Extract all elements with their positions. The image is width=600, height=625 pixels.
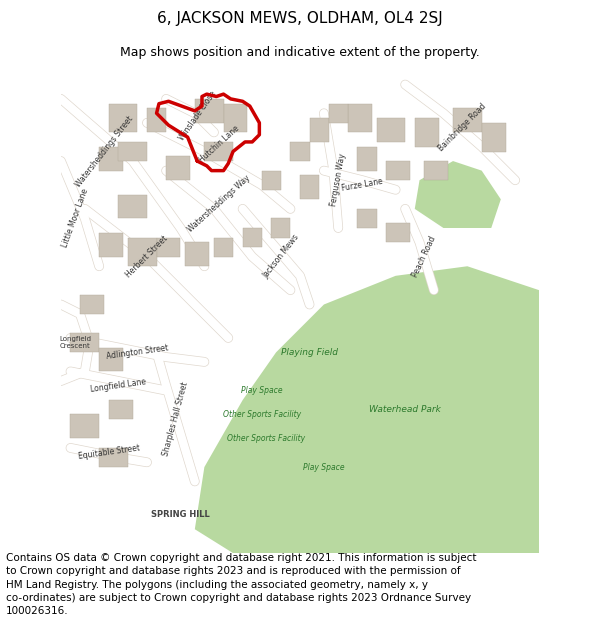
Text: Play Space: Play Space [303, 462, 345, 471]
FancyBboxPatch shape [109, 104, 137, 132]
Text: Contains OS data © Crown copyright and database right 2021. This information is : Contains OS data © Crown copyright and d… [6, 553, 476, 616]
FancyBboxPatch shape [80, 295, 104, 314]
FancyBboxPatch shape [99, 348, 123, 371]
Text: Waterhead Park: Waterhead Park [369, 405, 441, 414]
FancyBboxPatch shape [195, 99, 223, 122]
FancyBboxPatch shape [109, 400, 133, 419]
Text: Equitable Street: Equitable Street [77, 444, 140, 461]
FancyBboxPatch shape [482, 122, 506, 151]
FancyBboxPatch shape [358, 147, 377, 171]
FancyBboxPatch shape [290, 142, 310, 161]
FancyBboxPatch shape [99, 448, 128, 467]
Text: Other Sports Facility: Other Sports Facility [227, 434, 305, 443]
FancyBboxPatch shape [377, 118, 405, 142]
FancyBboxPatch shape [358, 209, 377, 228]
FancyBboxPatch shape [271, 218, 290, 238]
FancyBboxPatch shape [300, 176, 319, 199]
Text: Longfield Lane: Longfield Lane [90, 378, 147, 394]
Text: Playing Field: Playing Field [281, 348, 338, 357]
Text: Longfield
Crescent: Longfield Crescent [59, 336, 91, 349]
FancyBboxPatch shape [128, 238, 157, 266]
FancyBboxPatch shape [415, 118, 439, 147]
FancyBboxPatch shape [214, 238, 233, 257]
FancyBboxPatch shape [147, 109, 166, 132]
Text: Watersheddings Street: Watersheddings Street [73, 114, 134, 189]
FancyBboxPatch shape [348, 104, 372, 132]
FancyBboxPatch shape [386, 161, 410, 180]
Text: Jackson Mews: Jackson Mews [261, 233, 301, 281]
FancyBboxPatch shape [223, 104, 247, 132]
FancyBboxPatch shape [157, 238, 181, 257]
FancyBboxPatch shape [70, 414, 99, 438]
Text: Herbert Street: Herbert Street [124, 234, 170, 279]
Text: SPRING HILL: SPRING HILL [151, 511, 210, 519]
FancyBboxPatch shape [453, 109, 482, 132]
FancyBboxPatch shape [166, 156, 190, 180]
FancyBboxPatch shape [99, 232, 123, 257]
FancyBboxPatch shape [262, 171, 281, 190]
FancyBboxPatch shape [99, 147, 123, 171]
FancyBboxPatch shape [242, 228, 262, 247]
Text: Other Sports Facility: Other Sports Facility [223, 410, 301, 419]
FancyBboxPatch shape [205, 142, 233, 161]
FancyBboxPatch shape [118, 142, 147, 161]
Text: 6, JACKSON MEWS, OLDHAM, OL4 2SJ: 6, JACKSON MEWS, OLDHAM, OL4 2SJ [157, 11, 443, 26]
FancyBboxPatch shape [185, 242, 209, 266]
Text: Map shows position and indicative extent of the property.: Map shows position and indicative extent… [120, 46, 480, 59]
FancyBboxPatch shape [70, 333, 99, 352]
Polygon shape [415, 161, 501, 228]
Text: Watersheddings Way: Watersheddings Way [186, 174, 251, 234]
FancyBboxPatch shape [386, 223, 410, 243]
Text: Winslade Close: Winslade Close [177, 89, 218, 142]
FancyBboxPatch shape [424, 161, 448, 180]
Text: Play Space: Play Space [241, 386, 283, 395]
Text: Hutchin Lane: Hutchin Lane [197, 124, 241, 164]
FancyBboxPatch shape [329, 104, 348, 122]
Polygon shape [195, 266, 539, 553]
FancyBboxPatch shape [118, 194, 147, 218]
Text: Furze Lane: Furze Lane [341, 177, 383, 193]
Text: Adlington Street: Adlington Street [106, 344, 169, 361]
Text: Peach Road: Peach Road [411, 234, 438, 279]
Text: Sharples Hall Street: Sharples Hall Street [161, 381, 190, 458]
Text: Ferguson Way: Ferguson Way [329, 153, 347, 208]
Text: Little Moor Lane: Little Moor Lane [61, 188, 90, 249]
FancyBboxPatch shape [310, 118, 329, 142]
Text: Bainbridge Road: Bainbridge Road [437, 102, 488, 153]
